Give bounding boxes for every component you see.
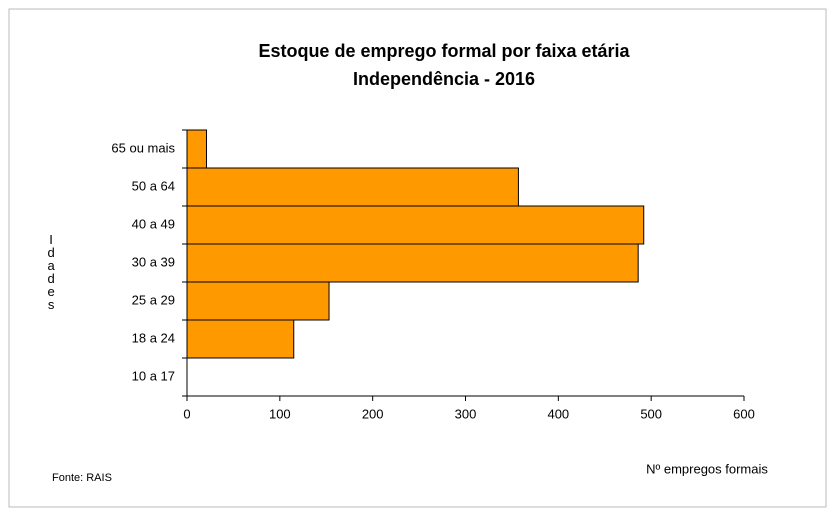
x-tick-label: 300 bbox=[455, 406, 477, 421]
bar bbox=[186, 205, 645, 245]
y-tick-label: 18 a 24 bbox=[132, 330, 175, 345]
x-axis-label: Nº empregos formais bbox=[646, 461, 768, 476]
source: Fonte: RAIS bbox=[52, 472, 112, 484]
bar bbox=[186, 319, 295, 359]
y-tick-label: 30 a 39 bbox=[132, 254, 175, 269]
y-tick-label: 25 a 29 bbox=[132, 292, 175, 307]
y-tick-label: 10 a 17 bbox=[132, 368, 175, 383]
y-tick-label: 40 a 49 bbox=[132, 216, 175, 231]
x-tick-label: 100 bbox=[269, 406, 291, 421]
y-axis-label: Idades bbox=[44, 232, 59, 310]
x-tick-label: 200 bbox=[362, 406, 384, 421]
bar bbox=[186, 243, 639, 283]
x-tick-label: 600 bbox=[733, 406, 755, 421]
bar bbox=[186, 167, 519, 207]
chart-subtitle: Independência - 2016 bbox=[353, 69, 535, 89]
x-tick-label: 500 bbox=[640, 406, 662, 421]
y-tick-label: 50 a 64 bbox=[132, 178, 175, 193]
x-tick-label: 0 bbox=[183, 406, 190, 421]
bar bbox=[186, 281, 330, 321]
x-tick-label: 400 bbox=[547, 406, 569, 421]
y-tick-label: 65 ou mais bbox=[111, 140, 175, 155]
chart-title: Estoque de emprego formal por faixa etár… bbox=[258, 41, 630, 61]
bar bbox=[186, 129, 207, 169]
